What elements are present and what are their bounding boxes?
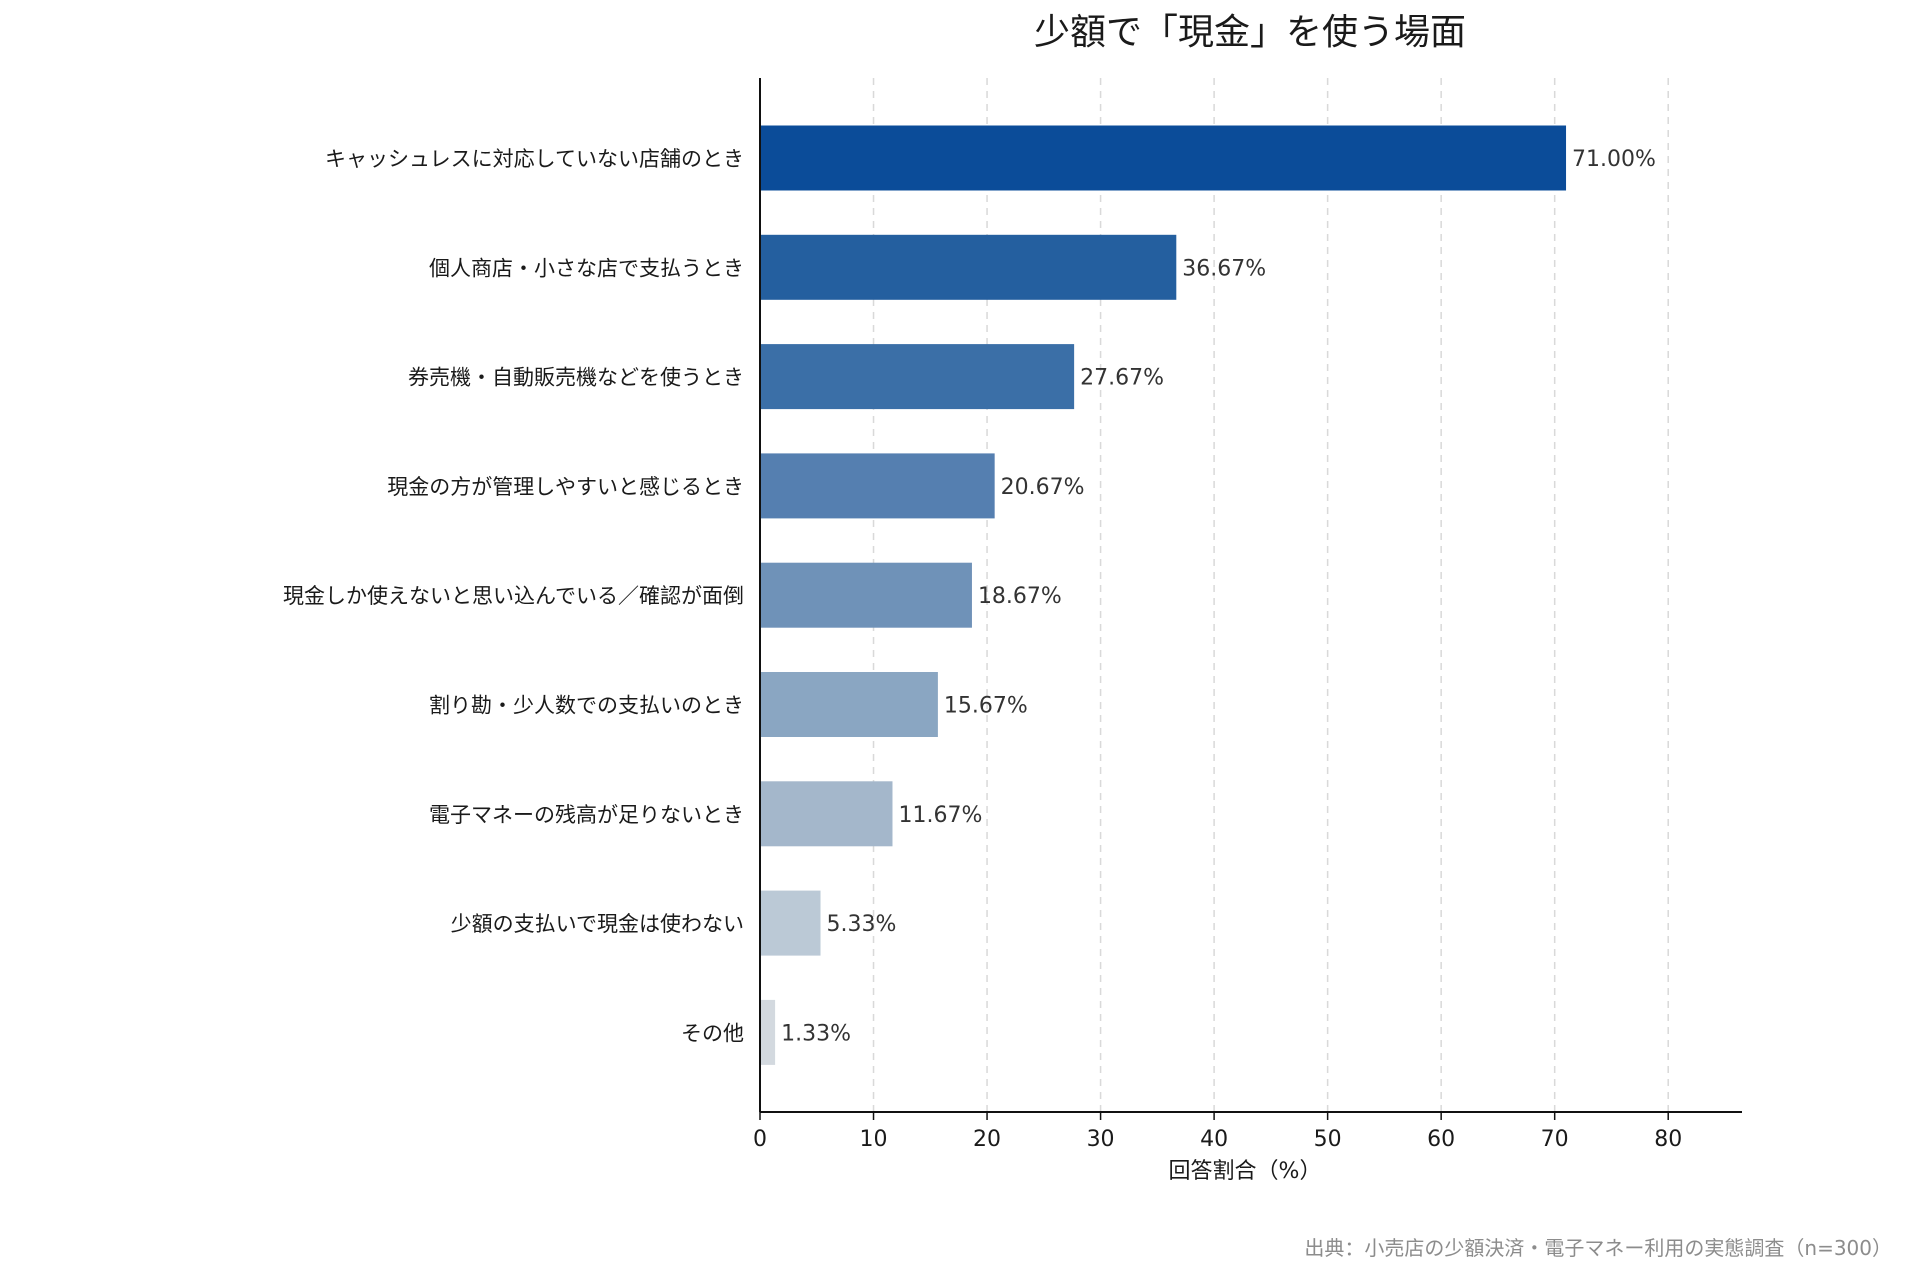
x-tick-label: 60 [1427,1127,1455,1152]
chart-title: 少額で「現金」を使う場面 [1034,12,1466,53]
value-label: 1.33% [781,1021,851,1046]
bar [760,999,776,1065]
bar [760,672,938,737]
x-tick-label: 70 [1541,1127,1569,1152]
x-tick-label: 40 [1200,1127,1228,1152]
category-label: 割り勘・少人数での支払いのとき [429,694,744,718]
category-label: 電子マネーの残高が足りないとき [429,803,744,827]
category-label: 現金の方が管理しやすいと感じるとき [387,475,744,499]
x-tick-labels: 0 10 20 30 40 50 60 70 80 [753,1112,1682,1152]
category-label: 券売機・自動販売機などを使うとき [408,366,744,390]
x-tick-label: 80 [1654,1127,1682,1152]
bar [760,562,972,628]
value-label: 11.67% [898,803,982,828]
source-note: 出典：小売店の少額決済・電子マネー利用の実態調査（n=300） [1304,1236,1892,1260]
value-label: 36.67% [1182,256,1266,281]
x-tick-label: 10 [860,1127,888,1152]
value-label: 5.33% [827,912,897,937]
bar [760,453,995,519]
bar [760,125,1567,191]
value-labels: 71.00% 36.67% 27.67% 20.67% 18.67% 15.67% 11.6… [781,147,1656,1046]
x-tick-label: 20 [973,1127,1001,1152]
x-tick-label: 30 [1087,1127,1115,1152]
category-label: その他 [681,1021,744,1045]
bar [760,890,821,956]
category-label: 少額の支払いで現金は使わない [451,912,744,936]
category-label: キャッシュレスに対応していない店舗のとき [325,147,744,171]
x-tick-label: 50 [1314,1127,1342,1152]
bar [760,781,893,847]
x-axis-label: 回答割合（%） [1169,1159,1322,1184]
value-label: 15.67% [944,694,1028,719]
value-label: 18.67% [978,584,1062,609]
x-tick-label: 0 [753,1127,767,1152]
axes [759,78,1742,1113]
category-labels: キャッシュレスに対応していない店舗のとき個人商店・小さな店で支払うとき券売機・自… [283,147,744,1045]
value-label: 27.67% [1080,366,1164,391]
value-label: 20.67% [1001,475,1085,500]
bar [760,344,1075,410]
category-label: 個人商店・小さな店で支払うとき [429,256,744,280]
value-label: 71.00% [1572,147,1656,172]
category-label: 現金しか使えないと思い込んでいる／確認が面倒 [283,584,744,608]
bars [760,125,1567,1065]
bar [760,234,1177,300]
